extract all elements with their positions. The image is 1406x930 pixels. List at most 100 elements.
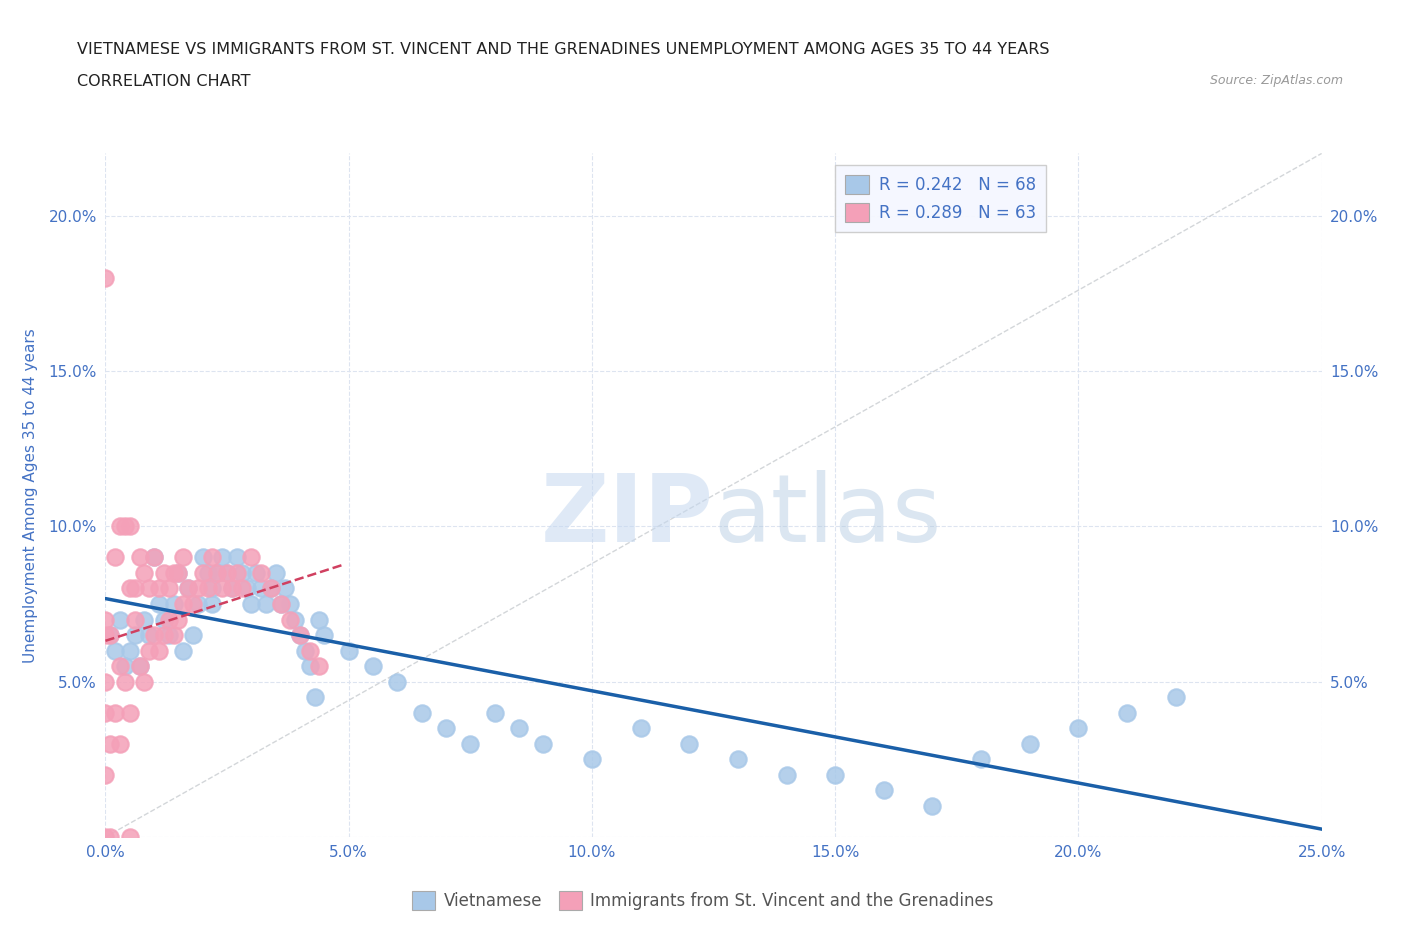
- Point: [187, 581, 209, 596]
- Point: [177, 581, 200, 596]
- Point: [118, 830, 141, 844]
- Point: [187, 596, 209, 611]
- Point: [162, 565, 184, 580]
- Point: [201, 550, 224, 565]
- Point: [191, 565, 214, 580]
- Point: [162, 596, 184, 611]
- Point: [138, 644, 160, 658]
- Point: [531, 737, 554, 751]
- Point: [172, 596, 194, 611]
- Point: [108, 658, 131, 673]
- Point: [278, 612, 301, 627]
- Text: atlas: atlas: [713, 470, 942, 562]
- Point: [231, 581, 253, 596]
- Point: [124, 581, 146, 596]
- Point: [298, 644, 321, 658]
- Point: [118, 581, 141, 596]
- Point: [434, 721, 457, 736]
- Point: [114, 658, 136, 673]
- Point: [1018, 737, 1040, 751]
- Point: [114, 519, 136, 534]
- Point: [172, 644, 194, 658]
- Point: [118, 519, 141, 534]
- Point: [104, 705, 127, 720]
- Point: [630, 721, 652, 736]
- Point: [484, 705, 506, 720]
- Point: [143, 550, 166, 565]
- Point: [270, 596, 292, 611]
- Point: [678, 737, 700, 751]
- Point: [270, 596, 292, 611]
- Point: [304, 690, 326, 705]
- Point: [148, 644, 170, 658]
- Point: [98, 737, 121, 751]
- Point: [254, 596, 277, 611]
- Point: [201, 596, 224, 611]
- Point: [167, 612, 190, 627]
- Point: [1164, 690, 1187, 705]
- Point: [153, 565, 176, 580]
- Point: [162, 628, 184, 643]
- Point: [240, 550, 263, 565]
- Point: [387, 674, 409, 689]
- Point: [138, 581, 160, 596]
- Point: [207, 565, 229, 580]
- Point: [94, 628, 117, 643]
- Legend: R = 0.242   N = 68, R = 0.289   N = 63: R = 0.242 N = 68, R = 0.289 N = 63: [835, 166, 1046, 232]
- Point: [201, 581, 224, 596]
- Point: [108, 612, 131, 627]
- Point: [278, 596, 301, 611]
- Point: [250, 581, 273, 596]
- Point: [775, 767, 797, 782]
- Point: [148, 581, 170, 596]
- Point: [250, 565, 273, 580]
- Point: [337, 644, 360, 658]
- Point: [458, 737, 481, 751]
- Point: [134, 674, 156, 689]
- Point: [824, 767, 846, 782]
- Point: [167, 565, 190, 580]
- Point: [94, 612, 117, 627]
- Point: [98, 830, 121, 844]
- Point: [108, 737, 131, 751]
- Point: [411, 705, 433, 720]
- Point: [235, 581, 257, 596]
- Point: [211, 550, 233, 565]
- Point: [221, 581, 243, 596]
- Point: [217, 565, 239, 580]
- Point: [118, 644, 141, 658]
- Point: [124, 612, 146, 627]
- Point: [1067, 721, 1090, 736]
- Point: [134, 565, 156, 580]
- Point: [274, 581, 297, 596]
- Point: [288, 628, 311, 643]
- Point: [138, 628, 160, 643]
- Point: [128, 550, 150, 565]
- Point: [191, 550, 214, 565]
- Point: [128, 658, 150, 673]
- Point: [157, 612, 180, 627]
- Point: [581, 751, 603, 766]
- Point: [94, 705, 117, 720]
- Point: [143, 628, 166, 643]
- Point: [308, 612, 330, 627]
- Point: [153, 612, 176, 627]
- Point: [207, 565, 229, 580]
- Point: [294, 644, 316, 658]
- Text: VIETNAMESE VS IMMIGRANTS FROM ST. VINCENT AND THE GRENADINES UNEMPLOYMENT AMONG : VIETNAMESE VS IMMIGRANTS FROM ST. VINCEN…: [77, 42, 1050, 57]
- Point: [167, 565, 190, 580]
- Point: [211, 581, 233, 596]
- Text: ZIP: ZIP: [541, 470, 713, 562]
- Point: [197, 581, 219, 596]
- Point: [134, 612, 156, 627]
- Point: [245, 565, 267, 580]
- Point: [260, 581, 283, 596]
- Point: [225, 550, 247, 565]
- Point: [157, 581, 180, 596]
- Point: [197, 565, 219, 580]
- Point: [314, 628, 336, 643]
- Point: [260, 581, 283, 596]
- Point: [177, 581, 200, 596]
- Point: [98, 628, 121, 643]
- Point: [181, 628, 204, 643]
